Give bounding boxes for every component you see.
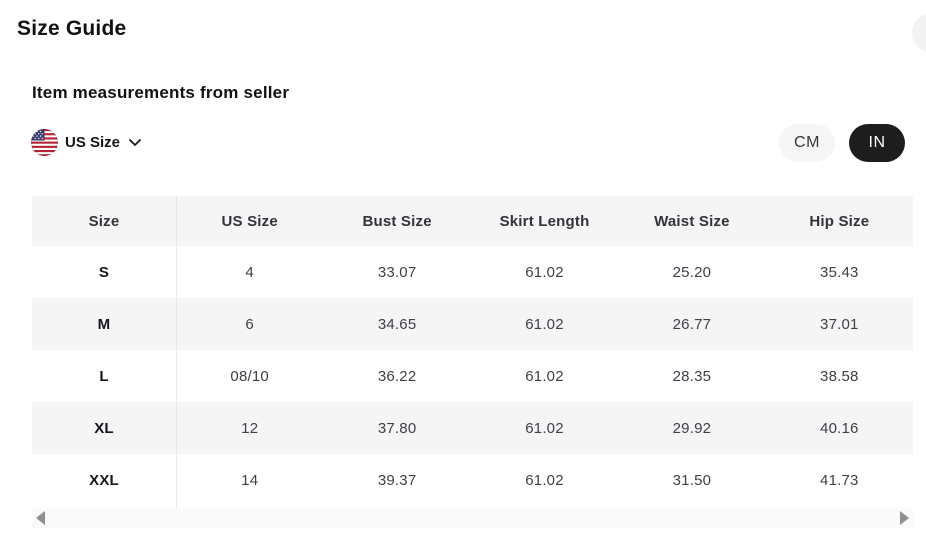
measurement-cell: 25.20 bbox=[672, 263, 712, 281]
unit-cm-button[interactable]: CM bbox=[779, 124, 835, 162]
measurement-cell: 36.22 bbox=[377, 367, 417, 385]
table-row-s: S 4 33.07 61.02 25.20 35.43 bbox=[32, 246, 913, 298]
measurements-subtitle: Item measurements from seller bbox=[32, 83, 290, 102]
measurement-cell: 08/10 bbox=[230, 367, 269, 385]
measurement-cell: 61.02 bbox=[525, 263, 564, 281]
table-row-xxl: XXL 14 39.37 61.02 31.50 41.73 bbox=[32, 454, 913, 506]
measurement-cell: 14 bbox=[241, 471, 259, 489]
unit-toggle: CM IN bbox=[779, 124, 905, 162]
table-row-xl: XL 12 37.80 61.02 29.92 40.16 bbox=[32, 402, 913, 454]
column-header-size: Size bbox=[88, 212, 120, 230]
measurement-cell: 33.07 bbox=[377, 263, 417, 281]
measurements-table: Size US Size Bust Size Skirt Length Waist Si… bbox=[32, 196, 913, 508]
scroll-left-arrow-icon[interactable] bbox=[35, 511, 46, 525]
size-cell: S bbox=[98, 263, 110, 281]
size-cell: M bbox=[97, 315, 111, 333]
chevron-down-icon bbox=[127, 138, 142, 147]
measurement-cell: 6 bbox=[245, 315, 254, 333]
measurement-cell: 61.02 bbox=[525, 367, 564, 385]
measurement-cell: 61.02 bbox=[525, 315, 564, 333]
page-title: Size Guide bbox=[17, 17, 127, 40]
table-body: S 4 33.07 61.02 25.20 35.43 M 6 34.65 61.02 26.77 3… bbox=[32, 246, 913, 506]
size-region-label: US Size bbox=[65, 134, 121, 151]
measurement-cell: 61.02 bbox=[525, 471, 564, 489]
measurement-cell: 41.73 bbox=[820, 471, 859, 489]
column-header-skirt-length: Skirt Length bbox=[499, 212, 590, 230]
horizontal-scrollbar[interactable] bbox=[32, 508, 913, 528]
table-row-m: M 6 34.65 61.02 26.77 37.01 bbox=[32, 298, 913, 350]
measurement-cell: 37.80 bbox=[377, 419, 417, 437]
unit-in-button[interactable]: IN bbox=[849, 124, 905, 162]
size-region-selector[interactable]: US Size bbox=[31, 129, 142, 156]
column-header-us-size: US Size bbox=[221, 212, 278, 230]
first-column-divider bbox=[176, 196, 177, 508]
table-row-l: L 08/10 36.22 61.02 28.35 38.58 bbox=[32, 350, 913, 402]
measurement-cell: 61.02 bbox=[525, 419, 564, 437]
table-header-row: Size US Size Bust Size Skirt Length Waist Si… bbox=[32, 196, 913, 246]
measurement-cell: 4 bbox=[245, 263, 254, 281]
measurement-cell: 35.43 bbox=[820, 263, 859, 281]
size-cell: XXL bbox=[89, 471, 119, 489]
close-button[interactable] bbox=[912, 13, 926, 53]
us-flag-icon bbox=[31, 129, 58, 156]
column-header-bust-size: Bust Size bbox=[362, 212, 432, 230]
measurement-cell: 12 bbox=[241, 419, 259, 437]
measurement-cell: 40.16 bbox=[820, 419, 859, 437]
column-header-hip-size: Hip Size bbox=[809, 212, 870, 230]
measurement-cell: 31.50 bbox=[672, 471, 712, 489]
measurement-cell: 38.58 bbox=[820, 367, 859, 385]
measurement-cell: 37.01 bbox=[820, 315, 859, 333]
measurement-cell: 29.92 bbox=[672, 419, 712, 437]
measurement-cell: 26.77 bbox=[672, 315, 712, 333]
size-cell: XL bbox=[94, 419, 114, 437]
column-header-waist-size: Waist Size bbox=[654, 212, 730, 230]
scroll-right-arrow-icon[interactable] bbox=[899, 511, 910, 525]
size-cell: L bbox=[99, 367, 109, 385]
measurement-cell: 28.35 bbox=[672, 367, 712, 385]
measurement-cell: 39.37 bbox=[377, 471, 417, 489]
measurement-cell: 34.65 bbox=[377, 315, 417, 333]
